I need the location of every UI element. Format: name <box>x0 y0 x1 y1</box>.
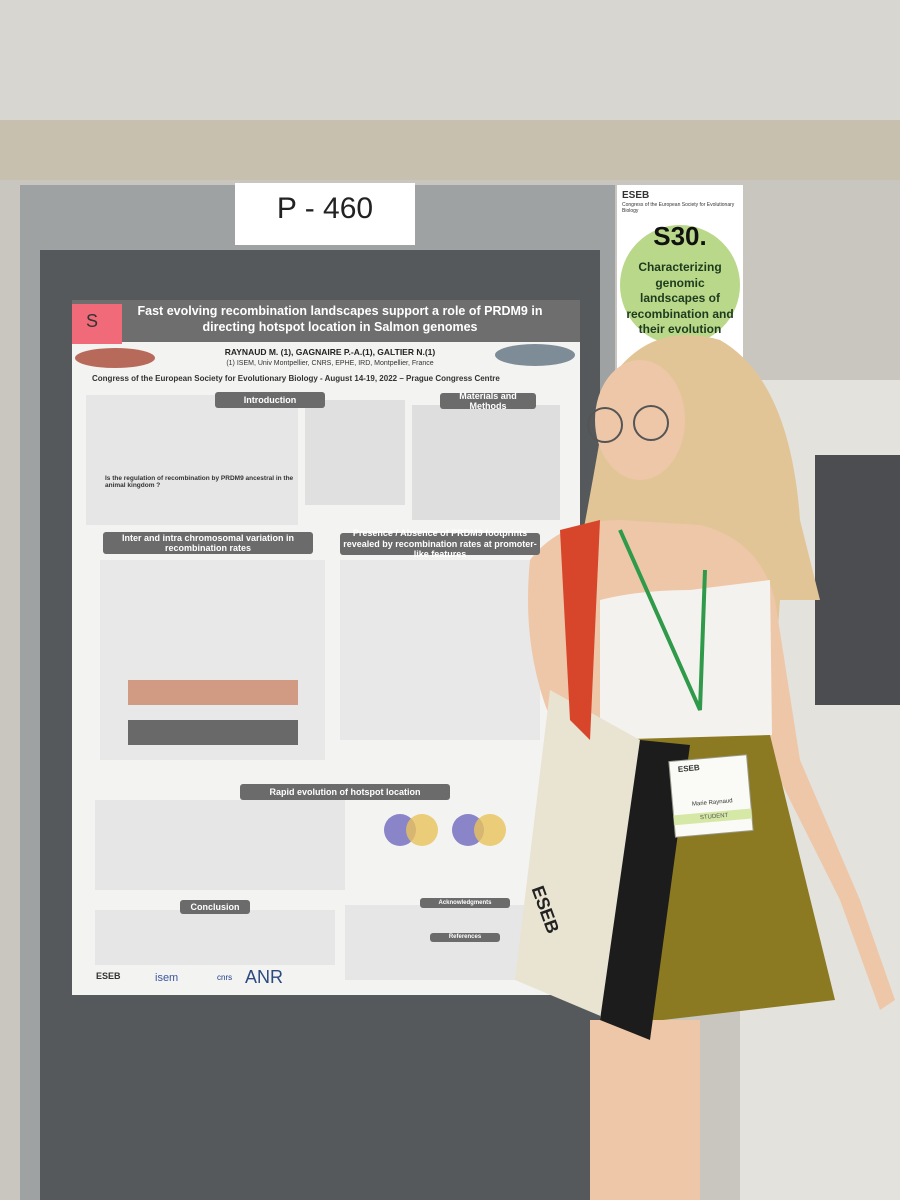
poster-title: Fast evolving recombination landscapes s… <box>137 304 543 334</box>
card-topic: Characterizing genomic landscapes of rec… <box>626 260 734 337</box>
card-code: S30. <box>653 221 707 251</box>
poster-title-bar <box>72 300 580 342</box>
venn-d <box>474 814 506 846</box>
card-org: ESEB <box>622 190 650 201</box>
bag-strap <box>560 520 600 740</box>
intro-figure <box>305 400 405 505</box>
poster-question: Is the regulation of recombination by PR… <box>105 475 294 490</box>
panel <box>815 455 900 705</box>
section-heading: Introduction <box>215 392 325 408</box>
glasses-r <box>633 405 669 441</box>
number-sign <box>235 183 415 245</box>
card-subtitle: Congress of the European Society for Evo… <box>622 202 735 214</box>
poster-tag: S <box>86 311 99 331</box>
tag <box>72 304 122 344</box>
section-heading: References <box>430 933 500 942</box>
top <box>600 580 772 742</box>
black-bag <box>600 740 690 1040</box>
poster-affiliation: (1) ISEM, Univ Montpellier, CNRS, EPHE, … <box>226 360 434 367</box>
section-heading: Materials and Methods <box>440 391 536 411</box>
venn-a <box>384 814 416 846</box>
glasses-l <box>587 407 623 443</box>
logo: cnrs <box>217 973 233 982</box>
section-heading: Presence / Absence of PRDM9 footprints r… <box>340 528 540 559</box>
poster-authors: RAYNAUD M. (1), GAGNAIRE P.-A.(1), GALTI… <box>224 347 436 357</box>
section-heading: Acknowledgments <box>420 898 510 908</box>
section-heading: Rapid evolution of hotspot location <box>240 784 450 800</box>
hotspot-figures <box>95 800 345 890</box>
conclusion-box <box>95 910 335 965</box>
badge-band <box>673 808 753 826</box>
landscape-2 <box>128 720 298 745</box>
tote-bag <box>515 690 640 1020</box>
legs <box>590 1020 700 1200</box>
venn-b <box>406 814 438 846</box>
ceiling <box>0 0 900 120</box>
fish-1 <box>75 348 155 368</box>
logo: ANR <box>245 967 284 987</box>
section-heading: Inter and intra chromosomal variation in… <box>103 532 313 554</box>
badge-org: ESEB <box>677 763 701 774</box>
presence-figures <box>340 560 540 740</box>
landscape-1 <box>128 680 298 705</box>
face <box>595 360 685 480</box>
venn-c <box>452 814 484 846</box>
ceiling-grid <box>0 120 900 180</box>
session-circle <box>620 225 740 345</box>
intro-box <box>86 395 298 525</box>
board-number: P - 460 <box>276 192 374 225</box>
lanyard <box>618 529 707 711</box>
fish-2 <box>495 344 575 366</box>
section-heading: Conclusion <box>180 900 250 914</box>
methods-box <box>412 405 560 520</box>
poster-congress: Congress of the European Society for Evo… <box>92 374 500 383</box>
logo: ESEB <box>96 971 121 981</box>
logo: isem <box>155 972 179 984</box>
references-box <box>345 905 545 980</box>
